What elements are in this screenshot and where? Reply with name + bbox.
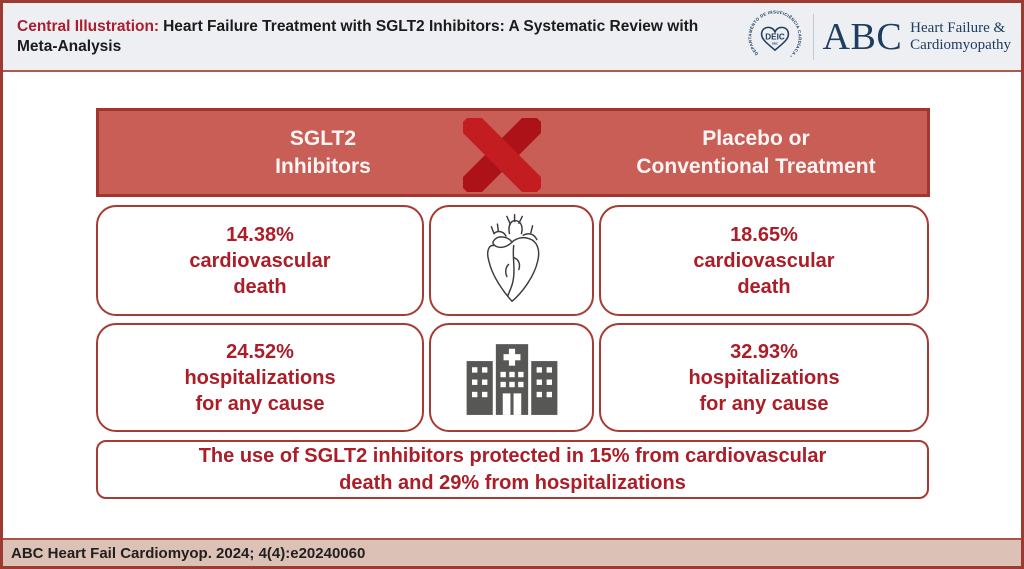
anatomical-heart-icon xyxy=(486,213,539,302)
cv-death-icon-cell xyxy=(429,205,594,316)
journal-name: Heart Failure & Cardiomyopathy xyxy=(910,19,1011,53)
deic-sub-text: SBC xyxy=(771,41,778,45)
placebo-hospitalization-value: 32.93% hospitalizations for any cause xyxy=(599,323,929,432)
column-header-placebo: Placebo or Conventional Treatment xyxy=(636,127,876,178)
citation-footer: ABC Heart Fail Cardiomyop. 2024; 4(4):e2… xyxy=(3,538,1021,566)
placebo-cv-death-value: 18.65% cardiovascular death xyxy=(599,205,929,316)
hospital-building-icon xyxy=(466,343,557,415)
seal-heart-outline-icon xyxy=(760,26,789,51)
title-text: Heart Failure Treatment with SGLT2 Inhib… xyxy=(17,17,699,55)
deic-wordmark: DEIC xyxy=(765,32,785,41)
column-header-sglt2: SGLT2 Inhibitors xyxy=(275,127,371,178)
title-label: Central Illustration: xyxy=(17,17,160,35)
citation-text: ABC Heart Fail Cardiomyop. 2024; 4(4):e2… xyxy=(11,544,366,562)
logo-divider xyxy=(812,13,814,60)
deic-seal-logo: DEPARTAMENTO DE INSUFICIÊNCIA CARDÍACA •… xyxy=(747,9,802,59)
sglt2-hospitalization-value: 24.52% hospitalizations for any cause xyxy=(96,323,424,432)
sglt2-cv-death-value: 14.38% cardiovascular death xyxy=(96,205,424,316)
abc-journal-logo: ABC Heart Failure & Cardiomyopathy xyxy=(823,18,1011,56)
figure-header: Central Illustration: Heart Failure Treat… xyxy=(3,3,1021,72)
journal-logos: DEPARTAMENTO DE INSUFICIÊNCIA CARDÍACA •… xyxy=(746,8,1011,66)
abc-logotype: ABC xyxy=(822,15,903,58)
hospitalization-icon-cell xyxy=(429,323,594,432)
conclusion-box: The use of SGLT2 inhibitors protected in… xyxy=(96,440,929,499)
crossed-x-icon xyxy=(463,118,541,192)
figure-title: Central Illustration: Heart Failure Treat… xyxy=(17,17,746,57)
